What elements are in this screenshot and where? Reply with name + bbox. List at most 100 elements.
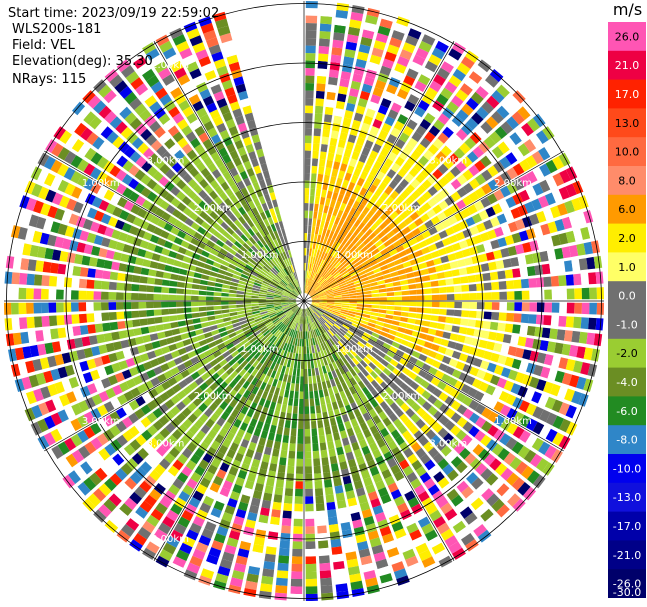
radar-gate <box>338 329 345 337</box>
radar-gate <box>451 350 462 360</box>
radar-gate <box>503 452 516 466</box>
radar-gate <box>115 468 128 481</box>
radar-gate <box>281 298 289 301</box>
radar-gate <box>123 200 135 212</box>
radar-gate <box>371 358 380 367</box>
radar-gate <box>395 195 405 205</box>
radar-gate <box>110 193 122 205</box>
radar-gate <box>319 303 327 306</box>
colorbar-segment <box>608 22 646 52</box>
radar-gate <box>357 494 368 504</box>
radar-gate <box>409 61 422 73</box>
colorbar-tick-label: 0.0 <box>618 290 636 303</box>
radar-gate <box>165 387 176 398</box>
radar-gate <box>298 406 304 414</box>
radar-gate <box>232 256 241 263</box>
radar-gate <box>79 360 90 372</box>
radar-gate <box>182 255 192 264</box>
radar-gate <box>272 378 278 387</box>
radar-gate <box>215 239 225 248</box>
radar-gate <box>281 304 289 307</box>
radar-gate <box>156 355 167 365</box>
radar-gate <box>368 408 378 418</box>
radar-gate <box>265 546 277 555</box>
radar-gate <box>365 14 379 25</box>
radar-gate <box>202 95 215 107</box>
radar-gate <box>276 237 282 246</box>
radar-gate <box>326 320 334 327</box>
radar-gate <box>96 334 106 344</box>
radar-gate <box>203 195 213 205</box>
radar-gate <box>317 532 328 542</box>
radar-gate <box>380 346 389 354</box>
radar-gate <box>371 289 379 294</box>
radar-gate <box>411 365 421 375</box>
radar-gate <box>545 428 558 443</box>
radar-gate <box>203 120 215 132</box>
radar-gate <box>264 193 271 203</box>
radar-gate <box>64 364 75 377</box>
radar-gate <box>273 230 280 239</box>
radar-gate <box>146 223 157 233</box>
radar-gate <box>184 430 195 441</box>
radar-gate <box>317 308 325 313</box>
radar-gate <box>482 272 491 281</box>
radar-gate <box>313 465 321 474</box>
radar-gate <box>433 410 444 421</box>
radar-gate <box>517 336 527 347</box>
radar-gate <box>225 405 234 415</box>
radar-gate <box>436 522 450 535</box>
radar-gate <box>587 363 598 377</box>
radar-gate <box>451 494 464 507</box>
radar-gate <box>326 294 335 298</box>
radar-gate <box>239 396 247 405</box>
radar-gate <box>94 467 108 481</box>
radar-gate <box>341 356 348 365</box>
radar-gate <box>321 136 329 145</box>
radar-gate <box>273 494 283 503</box>
radar-gate <box>369 442 379 452</box>
radar-gate <box>8 348 17 362</box>
radar-gate <box>342 475 352 485</box>
radar-gate <box>454 342 464 352</box>
radar-gate <box>529 453 543 468</box>
radar-gate <box>101 213 112 225</box>
radar-gate <box>90 167 102 180</box>
radar-gate <box>108 352 118 363</box>
radar-gate <box>311 281 317 288</box>
radar-gate <box>324 311 332 317</box>
radar-gate <box>285 267 290 275</box>
radar-gate <box>162 74 175 86</box>
radar-gate <box>423 308 432 314</box>
radar-gate <box>295 307 300 314</box>
radar-gate <box>289 282 295 289</box>
radar-gate <box>129 439 142 451</box>
radar-gate <box>198 392 208 402</box>
radar-gate <box>212 261 222 269</box>
radar-gate <box>533 225 544 238</box>
radar-gate <box>467 319 476 327</box>
radar-gate <box>334 17 347 27</box>
radar-gate <box>126 132 139 144</box>
radar-gate <box>472 234 483 245</box>
radar-gate <box>264 209 272 219</box>
radar-gate <box>304 248 307 256</box>
radar-gate <box>291 272 296 280</box>
radar-gate <box>242 212 251 222</box>
radar-gate <box>224 321 233 327</box>
radar-gate <box>198 535 211 546</box>
radar-gate <box>389 235 399 243</box>
radar-gate <box>366 210 375 219</box>
radar-gate <box>165 204 176 215</box>
radar-gate <box>252 310 260 315</box>
radar-gate <box>123 390 135 402</box>
radar-gate <box>299 323 302 332</box>
radar-gate <box>250 434 259 444</box>
radar-gate <box>386 44 400 55</box>
radar-gate <box>558 232 569 245</box>
colorbar-tick-label: 8.0 <box>618 174 636 187</box>
radar-gate <box>4 287 12 300</box>
radar-gate <box>258 155 267 165</box>
radar-gate <box>324 287 332 292</box>
radar-gate <box>93 312 102 322</box>
